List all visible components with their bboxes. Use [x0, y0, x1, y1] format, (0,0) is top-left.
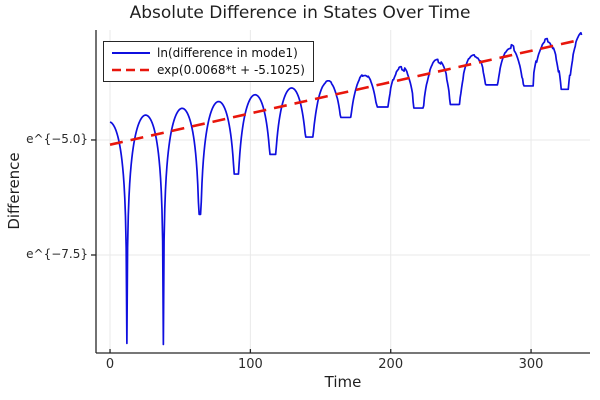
legend-label-ln-difference: ln(difference in mode1) [157, 45, 298, 60]
x-axis-label: Time [324, 373, 362, 391]
y-tick-label-e-7.5: e^{−7.5} [26, 246, 88, 261]
x-tick-label-300: 300 [518, 357, 544, 372]
legend-solid-line-icon [112, 51, 150, 54]
x-tick-label-200: 200 [378, 357, 404, 372]
legend-item-exp-fit: exp(0.0068*t + -5.1025) [110, 61, 305, 78]
legend: ln(difference in mode1) exp(0.0068*t + -… [103, 41, 314, 82]
x-tick-label-100: 100 [237, 357, 263, 372]
chart-title: Absolute Difference in States Over Time [129, 3, 471, 23]
legend-item-ln-difference: ln(difference in mode1) [110, 44, 305, 61]
y-tick-label-e-5: e^{−5.0} [26, 131, 88, 146]
legend-label-exp-fit: exp(0.0068*t + -5.1025) [157, 62, 305, 77]
x-tick-label-0: 0 [105, 357, 115, 372]
legend-dashed-line-icon [112, 68, 150, 71]
y-axis-label: Difference [5, 152, 23, 230]
